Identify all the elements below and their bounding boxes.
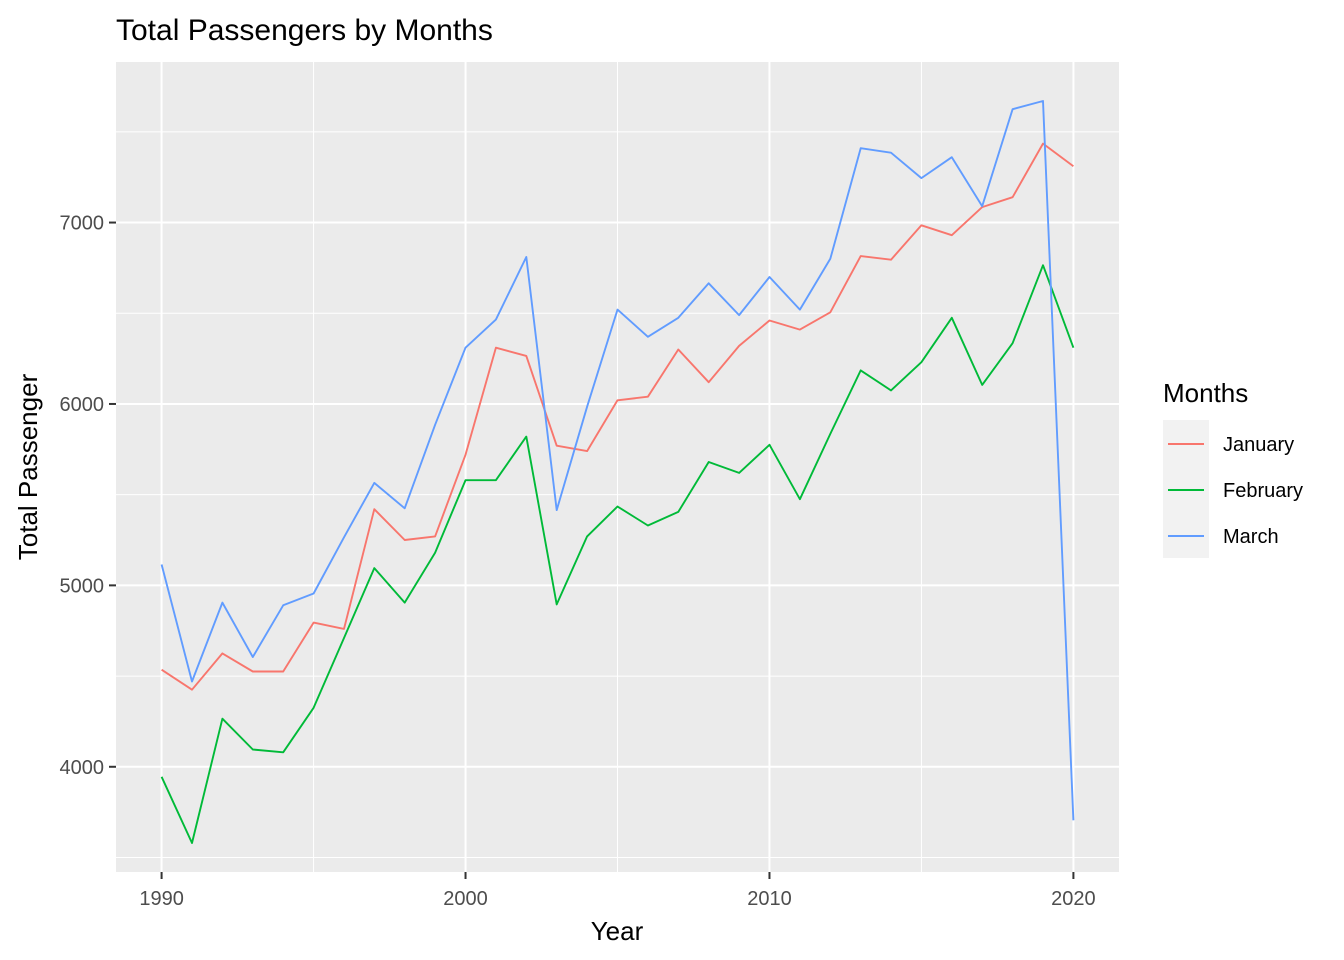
- x-axis-title: Year: [591, 916, 644, 946]
- y-tick-label: 5000: [60, 575, 105, 597]
- y-tick-label: 6000: [60, 394, 105, 416]
- chart-title: Total Passengers by Months: [116, 14, 493, 47]
- gridlines: [116, 62, 1119, 872]
- legend-title: Months: [1163, 378, 1248, 408]
- x-tick-label: 2000: [443, 888, 488, 910]
- y-axis-title: Total Passenger: [13, 373, 43, 560]
- x-tick-label: 2010: [747, 888, 792, 910]
- legend-label-february: February: [1223, 480, 1303, 502]
- series-line-february: [160, 264, 1075, 844]
- legend-label-march: March: [1223, 526, 1279, 548]
- x-tick-label: 1990: [139, 888, 184, 910]
- series-line-march: [160, 100, 1075, 821]
- series-line-january: [161, 142, 1074, 691]
- series-lines: [160, 100, 1075, 844]
- y-tick-label: 7000: [60, 213, 105, 235]
- y-tick-label: 4000: [60, 757, 105, 779]
- legend-label-january: January: [1223, 434, 1294, 456]
- x-tick-label: 2020: [1051, 888, 1096, 910]
- axes: 1990 2000 2010 2020 4000 5000 6000 7000: [60, 213, 1096, 910]
- legend: Months January February March: [1163, 378, 1303, 558]
